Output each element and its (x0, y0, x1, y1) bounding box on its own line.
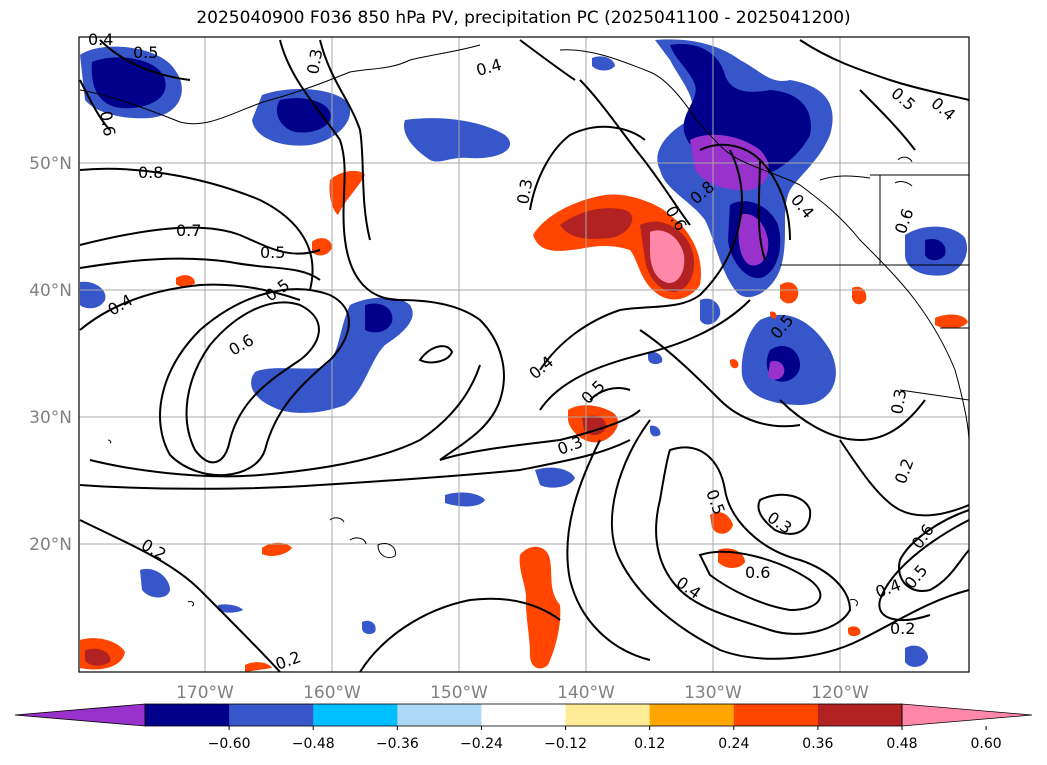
lat-label: 30°N (29, 408, 72, 428)
colorbar-segment (313, 704, 398, 726)
lon-label: 120°W (811, 683, 869, 703)
contour-label: 0.7 (176, 221, 201, 240)
lon-label: 130°W (684, 683, 742, 703)
colorbar-segments (14, 703, 1033, 727)
map-title: 2025040900 F036 850 hPa PV, precipitatio… (196, 8, 851, 28)
colorbar-min-arrow (14, 703, 146, 727)
colorbar-segment (649, 704, 735, 726)
map-frame (78, 36, 970, 673)
colorbar-tick-label: 0.60 (971, 736, 1002, 752)
colorbar-tick-label: −0.12 (544, 736, 587, 752)
colorbar-segment (481, 704, 567, 726)
precip-negative-areas (80, 39, 968, 667)
contour-label: 0.3 (887, 387, 910, 415)
contour-label: 0.8 (138, 163, 163, 182)
colorbar-segment (229, 704, 314, 726)
colorbar-tick-label: −0.60 (208, 736, 251, 752)
lon-label: 170°W (176, 683, 234, 703)
colorbar-max-arrow (901, 703, 1033, 727)
lat-label: 20°N (29, 535, 72, 555)
colorbar-segment (817, 704, 903, 726)
colorbar-tick-label: 0.12 (634, 736, 665, 752)
lon-axis-labels: 170°W 160°W 150°W 140°W 130°W 120°W (176, 683, 869, 703)
contour-label: 0.3 (513, 177, 536, 205)
contour-label: 0.4 (88, 30, 113, 49)
colorbar-tick-label: 0.36 (802, 736, 833, 752)
lon-label: 150°W (430, 683, 488, 703)
colorbar-segment (397, 704, 482, 726)
colorbar-segment (733, 704, 819, 726)
coastlines (79, 44, 970, 607)
contour-label: 0.3 (303, 47, 326, 75)
contour-label: 0.5 (260, 243, 285, 262)
colorbar-frame (144, 703, 903, 727)
contour-label: 0.2 (890, 619, 915, 638)
colorbar-tick-label: −0.48 (292, 736, 335, 752)
colorbar-tick-label: 0.24 (718, 736, 749, 752)
lat-label: 50°N (29, 154, 72, 174)
lon-label: 160°W (303, 683, 361, 703)
colorbar-ticks: −0.60 −0.48 −0.36 −0.24 −0.12 0.12 0.24 0.36 0.4… (208, 726, 1002, 752)
contour-label: 0.5 (133, 43, 158, 62)
precip-positive-areas (80, 170, 968, 672)
contour-label: 0.6 (96, 109, 119, 137)
contour-label: 0.6 (745, 563, 770, 582)
colorbar: −0.60 −0.48 −0.36 −0.24 −0.12 0.12 0.24 0.36 0.4… (14, 703, 1033, 752)
colorbar-tick-label: −0.24 (460, 736, 503, 752)
colorbar-segment (145, 704, 230, 726)
lat-label: 40°N (29, 281, 72, 301)
colorbar-tick-label: −0.36 (376, 736, 419, 752)
pv-contours (79, 39, 970, 673)
map-panel: 0.4 0.5 0.6 0.8 0.7 0.5 0.4 0.5 0.6 0.4 … (78, 30, 970, 674)
lat-axis-labels: 50°N 40°N 30°N 20°N (29, 154, 72, 555)
colorbar-segment (565, 704, 651, 726)
colorbar-tick-label: 0.48 (886, 736, 917, 752)
map-grid (79, 37, 969, 672)
lon-label: 140°W (557, 683, 615, 703)
